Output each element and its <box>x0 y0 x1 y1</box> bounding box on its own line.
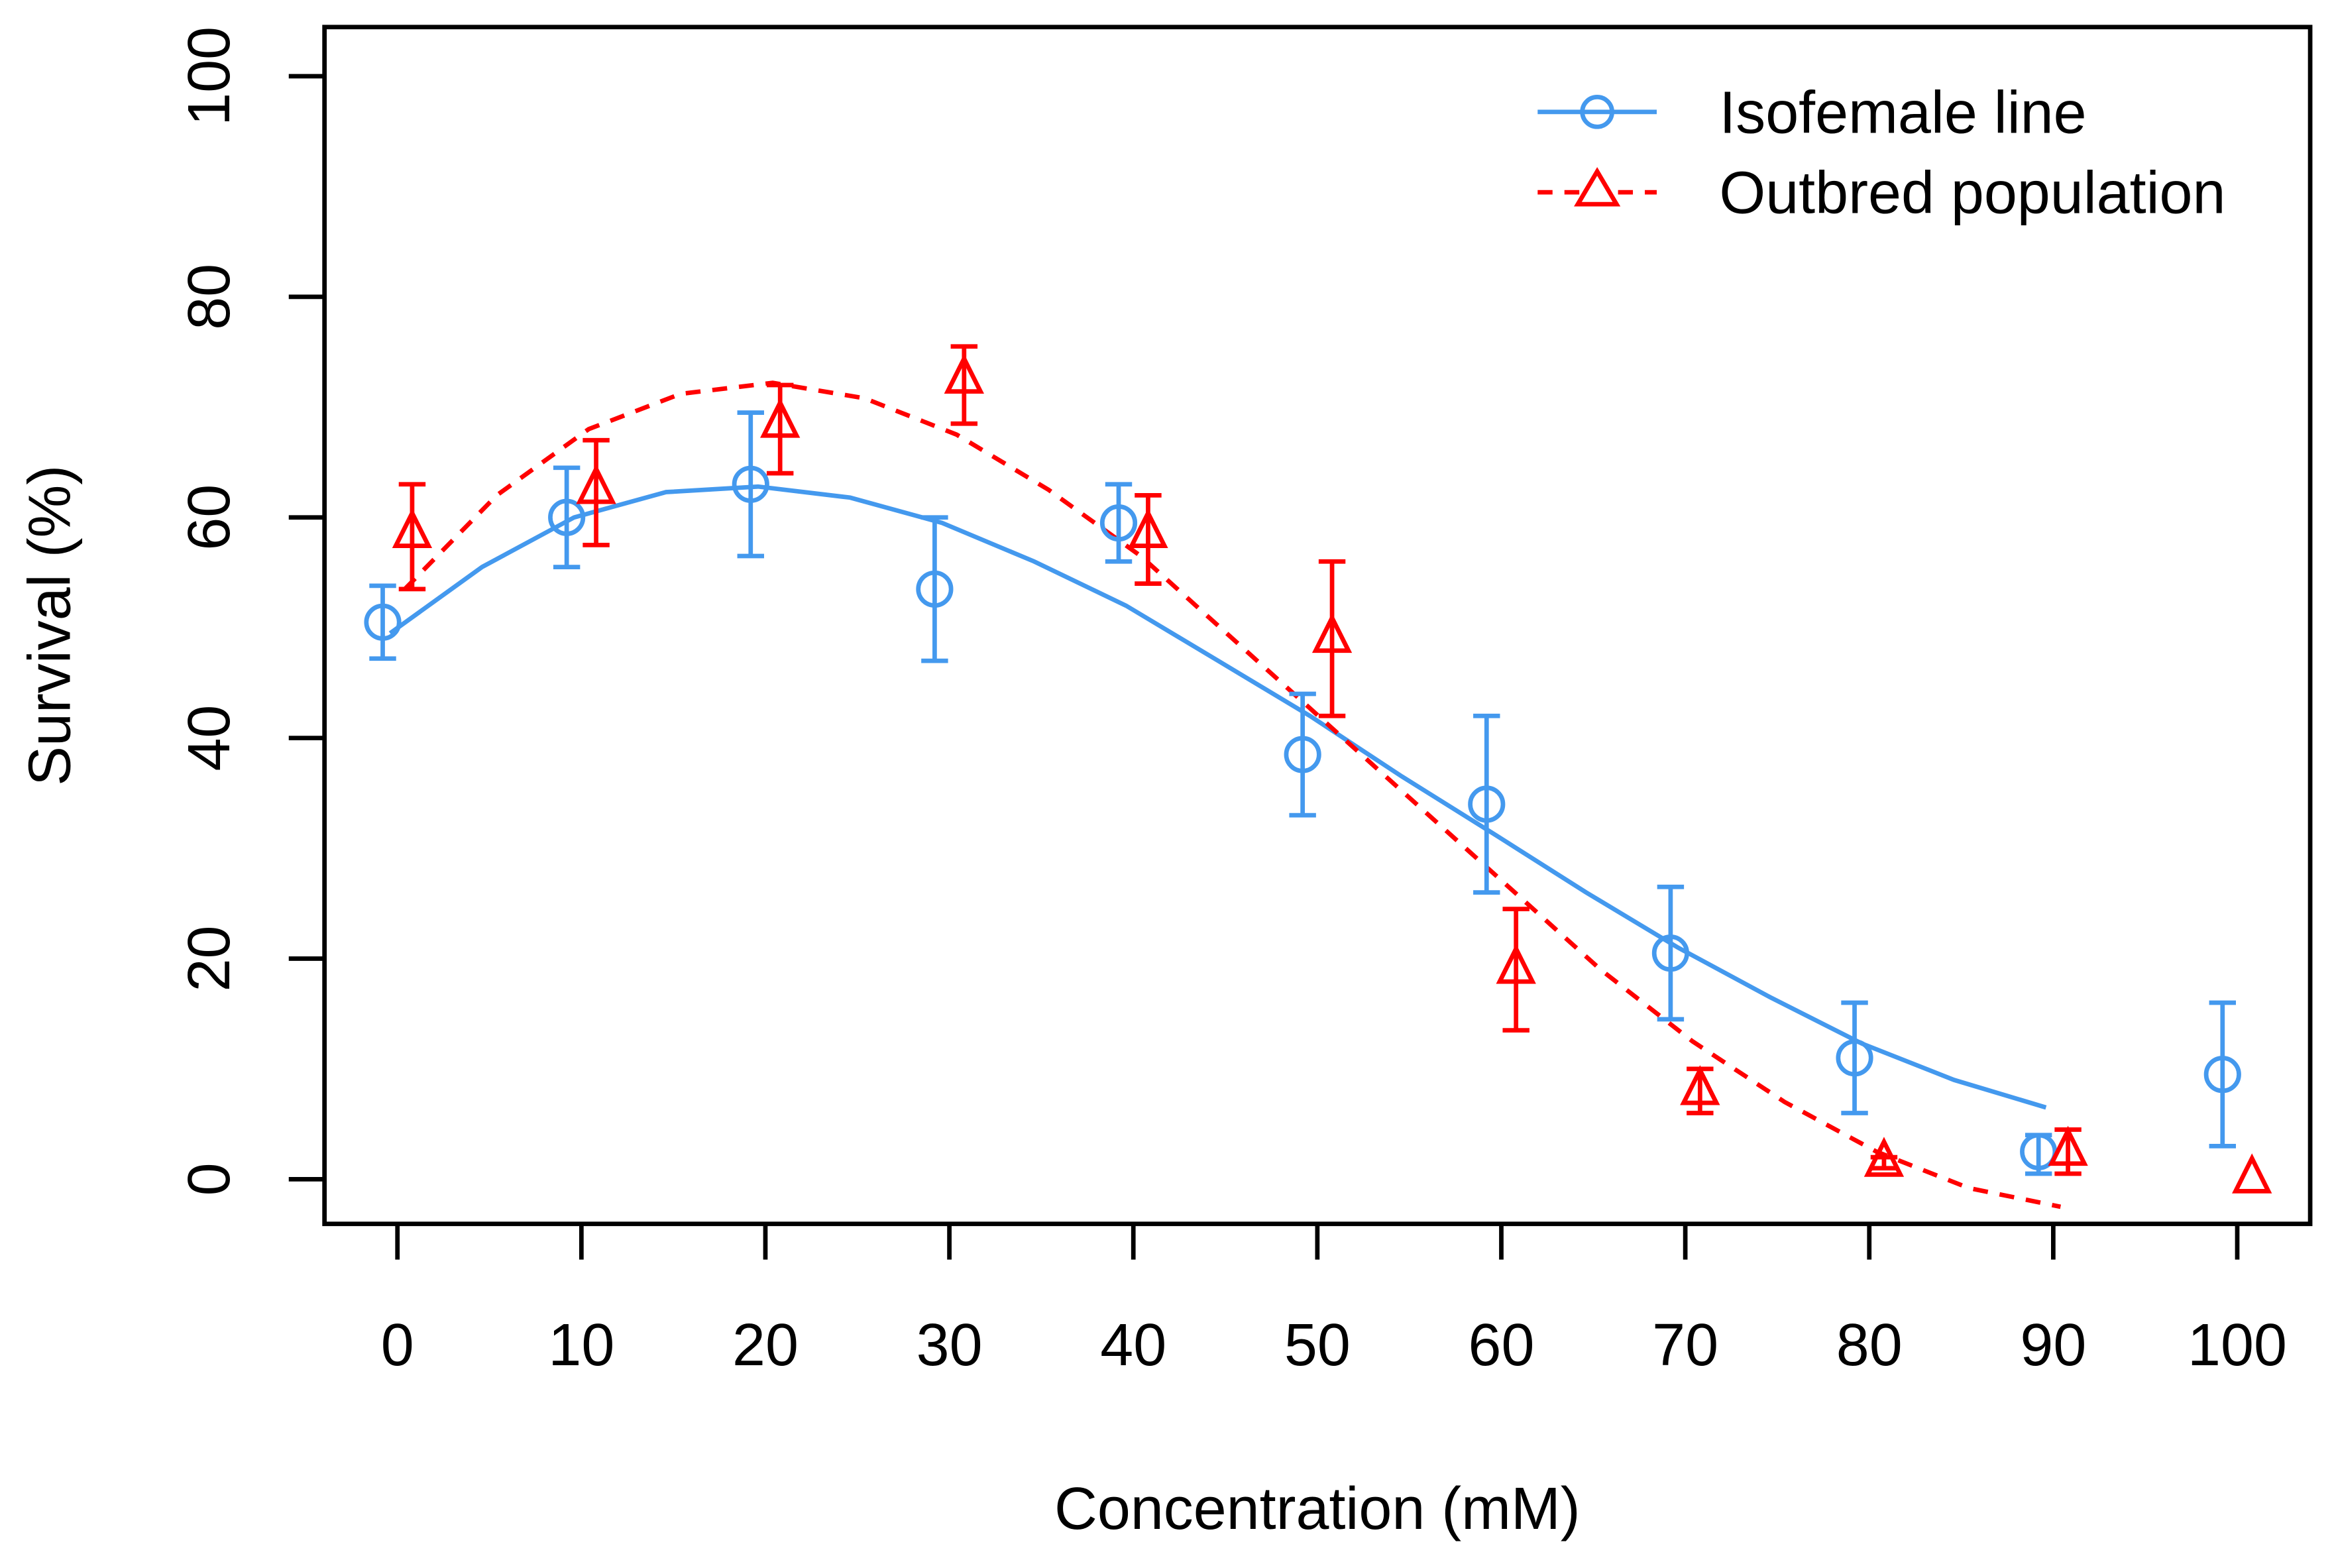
data-point-outbred <box>392 482 433 592</box>
y-tick-label: 100 <box>176 27 243 126</box>
y-tick-label: 0 <box>176 1162 243 1196</box>
x-tick-label: 60 <box>1469 1312 1535 1378</box>
triangle-marker <box>944 353 984 394</box>
y-tick-label: 40 <box>176 705 243 771</box>
data-point-isofemale <box>1468 713 1506 895</box>
x-tick-label: 30 <box>917 1312 983 1378</box>
x-tick-label: 100 <box>2188 1312 2287 1378</box>
data-point-outbred <box>1680 1065 1720 1115</box>
data-point-outbred <box>1128 493 1168 586</box>
x-tick-label: 10 <box>548 1312 614 1378</box>
x-tick-label: 40 <box>1100 1312 1166 1378</box>
triangle-marker <box>1863 1137 1905 1177</box>
data-point-outbred <box>576 437 616 547</box>
data-point-isofemale <box>2020 1133 2058 1176</box>
triangle-marker <box>2232 1153 2272 1194</box>
fit-curves <box>388 380 2062 1209</box>
triangle-marker <box>2048 1125 2088 1166</box>
legend-label-isofemale: Isofemale line <box>1719 80 2086 146</box>
data-point-isofemale <box>1836 1000 1873 1115</box>
data-point-isofemale <box>2203 1000 2241 1148</box>
legend-marker-circle <box>1580 95 1614 129</box>
data-point-outbred <box>2048 1125 2088 1176</box>
data-point-isofemale <box>1284 691 1321 818</box>
circle-marker <box>1836 1039 1873 1077</box>
y-axis: 0 20 40 60 80 100 <box>176 27 325 1196</box>
fit-curve-outbred <box>403 380 2062 1209</box>
data-point-outbred <box>1311 559 1353 718</box>
data-point-isofemale <box>1099 482 1138 564</box>
x-tick-label: 70 <box>1652 1312 1718 1378</box>
triangle-marker <box>1311 612 1353 653</box>
circle-marker <box>548 498 586 536</box>
circle-marker <box>916 570 954 608</box>
data-point-outbred <box>760 382 801 476</box>
data-point-isofemale <box>732 410 769 559</box>
triangle-marker <box>576 464 616 504</box>
x-tick-label: 80 <box>1836 1312 1903 1378</box>
x-axis: 0 10 20 30 40 50 60 70 80 90 100 <box>381 1223 2287 1378</box>
triangle-marker <box>760 398 801 438</box>
x-tick-label: 20 <box>732 1312 799 1378</box>
data-point-isofemale <box>1651 884 1689 1022</box>
y-tick-label: 60 <box>176 484 243 551</box>
circle-marker <box>1099 504 1138 542</box>
data-point-outbred <box>2232 1153 2272 1194</box>
y-axis-label: Survival (%) <box>17 465 83 786</box>
x-tick-label: 0 <box>381 1312 414 1378</box>
legend-label-outbred: Outbred population <box>1719 160 2225 227</box>
data-point-outbred <box>1863 1137 1905 1177</box>
legend: Isofemale line Outbred population <box>1537 80 2225 227</box>
fit-curve-isofemale <box>388 484 2047 1110</box>
circle-marker <box>364 603 402 641</box>
circle-marker <box>1468 785 1506 823</box>
circle-marker <box>2203 1056 2241 1093</box>
data-point-isofemale <box>916 515 954 663</box>
circle-marker <box>1284 736 1321 773</box>
data-point-outbred <box>1496 907 1536 1033</box>
data-point-isofemale <box>364 583 402 661</box>
triangle-marker <box>1128 508 1168 549</box>
circle-marker <box>2020 1133 2058 1170</box>
data-point-isofemale <box>548 465 586 569</box>
triangle-marker <box>1496 944 1536 984</box>
triangle-marker <box>1680 1065 1720 1105</box>
triangle-marker <box>392 508 433 549</box>
x-tick-label: 90 <box>2020 1312 2086 1378</box>
circle-marker <box>732 465 769 503</box>
legend-marker-triangle <box>1574 167 1621 207</box>
data-points <box>364 344 2272 1194</box>
x-axis-label: Concentration (mM) <box>1054 1476 1581 1542</box>
circle-marker <box>1651 934 1689 972</box>
data-point-outbred <box>944 344 984 426</box>
y-tick-label: 20 <box>176 926 243 992</box>
x-tick-label: 50 <box>1284 1312 1351 1378</box>
y-tick-label: 80 <box>176 264 243 330</box>
